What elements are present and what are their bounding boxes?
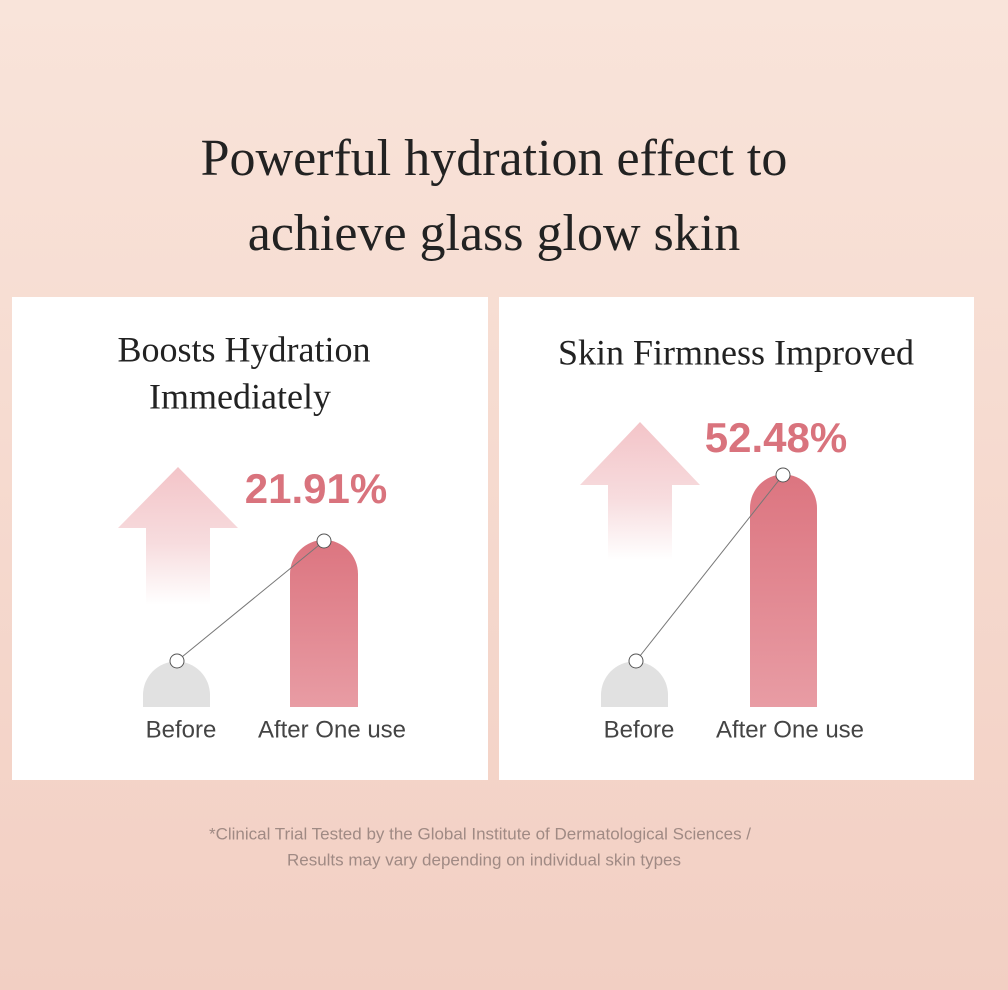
category-label: After One use [258, 716, 406, 743]
before-bar [601, 661, 668, 707]
connector [635, 474, 784, 662]
title-line: Powerful hydration effect to [201, 130, 788, 187]
after-bar [290, 540, 358, 707]
arrow [118, 467, 238, 605]
before-bar [143, 661, 210, 707]
panel-bg [12, 297, 488, 780]
category-label: Before [604, 716, 675, 743]
panel: Boosts Hydration Immediately 21.91% Befo… [12, 297, 488, 780]
value-label: 21.91% [245, 465, 387, 512]
point [775, 467, 791, 483]
footnote: *Clinical Trial Tested by the Global Ins… [209, 824, 751, 843]
point [628, 653, 644, 669]
panel-bg [499, 297, 974, 780]
footnote: Results may vary depending on individual… [287, 850, 681, 869]
after-bar [750, 474, 817, 707]
value-label: 52.48% [705, 414, 847, 461]
category-label: After One use [716, 716, 864, 743]
panel-title: Immediately [149, 376, 331, 416]
category-label: Before [146, 716, 217, 743]
arrow [580, 422, 700, 560]
panel-title: Boosts Hydration [117, 329, 370, 369]
title-line: achieve glass glow skin [248, 205, 740, 262]
point [169, 653, 185, 669]
point [316, 533, 332, 549]
panel-title: Skin Firmness Improved [558, 332, 914, 372]
panel: Skin Firmness Improved 52.48% Before Aft… [499, 297, 974, 780]
connector [176, 540, 325, 662]
